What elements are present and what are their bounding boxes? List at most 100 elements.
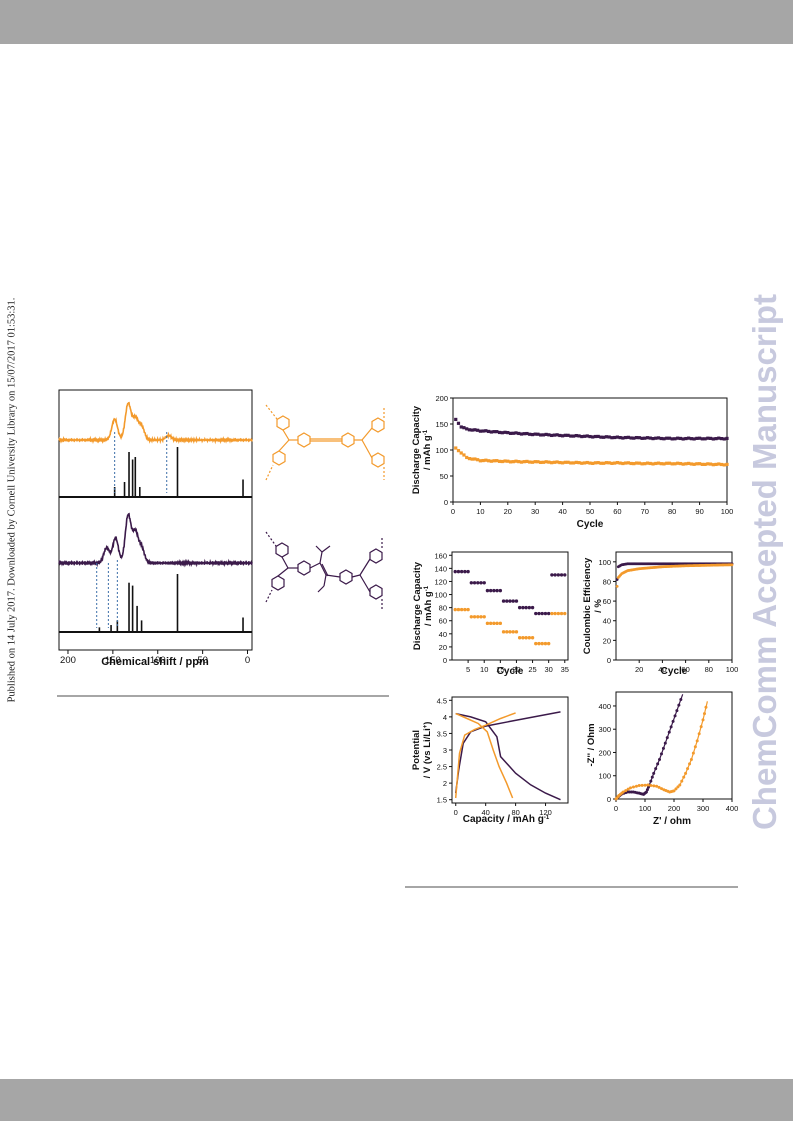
data-point-orange bbox=[672, 789, 676, 793]
data-point-purple bbox=[546, 611, 551, 616]
impedance-panel: 0 100 200 300 400 0 100 200 300 400 Z' / ohm -Z''… bbox=[586, 691, 738, 827]
data-point-orange bbox=[725, 462, 729, 467]
data-point-orange bbox=[693, 745, 697, 749]
data-point-purple bbox=[574, 433, 578, 438]
x-tick-label: 40 bbox=[658, 665, 666, 674]
data-point-orange bbox=[465, 455, 469, 460]
data-point-orange bbox=[497, 459, 502, 463]
data-point-purple bbox=[492, 430, 496, 434]
data-point-purple bbox=[663, 741, 667, 745]
y-tick-label: 400 bbox=[598, 702, 611, 711]
y-tick-label: 3.5 bbox=[437, 729, 447, 738]
data-point-purple bbox=[582, 434, 587, 438]
y-tick-label: 100 bbox=[598, 772, 611, 781]
data-point-purple bbox=[566, 433, 570, 437]
data-point-purple bbox=[593, 434, 598, 439]
data-point-orange bbox=[487, 459, 491, 463]
data-point-purple bbox=[555, 433, 559, 437]
data-point-purple bbox=[658, 757, 661, 761]
data-point-orange bbox=[682, 775, 686, 779]
data-point-orange bbox=[459, 607, 464, 612]
struct-ring bbox=[339, 569, 353, 585]
data-point-orange bbox=[681, 462, 685, 466]
data-point-orange bbox=[547, 460, 551, 464]
data-point-orange bbox=[536, 460, 540, 464]
data-point-orange bbox=[596, 461, 600, 465]
y-title-line2: / % bbox=[593, 599, 604, 613]
data-point-orange bbox=[632, 462, 636, 466]
struct-ring bbox=[271, 575, 285, 591]
rate-panel: 5 10 15 20 25 30 35 0 20 40 60 80 100 120 140 160 Cycle… bbox=[412, 551, 569, 677]
nmr-panel: 200 150 100 50 0 Chemical shift / ppm bbox=[58, 389, 253, 668]
data-point-purple bbox=[501, 599, 506, 603]
data-point-orange bbox=[528, 460, 532, 464]
data-point-orange bbox=[640, 462, 644, 466]
data-point-orange bbox=[527, 636, 532, 640]
data-point-orange bbox=[680, 779, 684, 783]
data-point-orange bbox=[453, 607, 457, 612]
data-point-orange bbox=[517, 636, 522, 640]
data-point-purple bbox=[511, 431, 515, 435]
data-point-purple bbox=[629, 436, 633, 440]
data-point-orange bbox=[660, 787, 664, 791]
data-point-orange bbox=[624, 789, 628, 793]
axis-ticks: 20 40 60 80 100 0 20 40 60 80 100 bbox=[598, 558, 738, 674]
data-point-orange bbox=[508, 460, 513, 464]
data-point-orange bbox=[544, 460, 548, 464]
data-point-orange bbox=[624, 461, 628, 465]
data-series bbox=[454, 711, 561, 801]
x-axis-ticks: 200 150 100 50 0 bbox=[60, 650, 250, 666]
axis-ticks: 0 40 80 120 1.5 2 2.5 3 3.5 4 4.5 bbox=[437, 696, 552, 817]
data-point-purple bbox=[656, 762, 660, 766]
data-point-purple bbox=[675, 709, 679, 713]
data-point-orange bbox=[643, 462, 647, 466]
data-point-orange bbox=[722, 463, 726, 467]
plot-frame bbox=[451, 696, 569, 804]
y-tick-label: 300 bbox=[598, 725, 611, 734]
data-point-orange bbox=[610, 461, 614, 465]
axis-ticks: 0 10 20 30 40 50 60 70 80 90 100 0 50 100 150 200 bbox=[435, 394, 733, 516]
x-axis-title: Z' / ohm bbox=[653, 816, 691, 827]
data-point-purple bbox=[541, 433, 546, 437]
data-point-orange bbox=[670, 462, 674, 466]
data-point-orange bbox=[558, 460, 562, 465]
struct-ring bbox=[371, 452, 385, 468]
data-point-orange bbox=[588, 461, 592, 465]
data-point-orange bbox=[555, 460, 559, 464]
x-tick-label: 120 bbox=[539, 808, 552, 817]
data-point-purple bbox=[670, 437, 674, 441]
data-point-purple bbox=[645, 788, 649, 792]
y-tick-label: 4 bbox=[443, 713, 447, 722]
x-tick-label: 80 bbox=[705, 665, 713, 674]
data-point-orange bbox=[711, 463, 715, 467]
data-point-orange bbox=[688, 762, 692, 766]
data-series bbox=[454, 417, 729, 467]
data-point-purple bbox=[470, 428, 474, 432]
data-point-purple bbox=[650, 775, 654, 779]
data-point-purple bbox=[681, 437, 685, 441]
data-point-orange bbox=[631, 785, 635, 789]
data-point-orange bbox=[697, 732, 701, 736]
data-point-orange bbox=[700, 462, 704, 466]
y-title-line1: Coulombic Efficiency bbox=[582, 557, 593, 654]
data-point-orange bbox=[648, 461, 652, 466]
data-point-purple bbox=[537, 611, 541, 616]
data-point-purple bbox=[459, 569, 464, 574]
x-tick-label: 50 bbox=[586, 507, 594, 516]
data-point-orange bbox=[602, 461, 606, 465]
x-tick-label: 60 bbox=[681, 665, 689, 674]
x-tick-label: 100 bbox=[721, 507, 734, 516]
data-point-purple bbox=[476, 581, 480, 585]
data-point-purple bbox=[618, 435, 622, 440]
x-tick-label: 25 bbox=[528, 665, 536, 674]
data-point-orange bbox=[459, 451, 463, 455]
spectrum-purple bbox=[58, 512, 253, 568]
data-point-purple bbox=[698, 436, 702, 440]
curve-purple-discharge bbox=[455, 712, 561, 801]
struct-ring bbox=[371, 417, 385, 433]
data-point-purple bbox=[649, 779, 653, 783]
data-point-purple bbox=[678, 436, 683, 441]
data-point-orange bbox=[585, 460, 589, 465]
y-title-line1: Potential bbox=[411, 730, 422, 770]
